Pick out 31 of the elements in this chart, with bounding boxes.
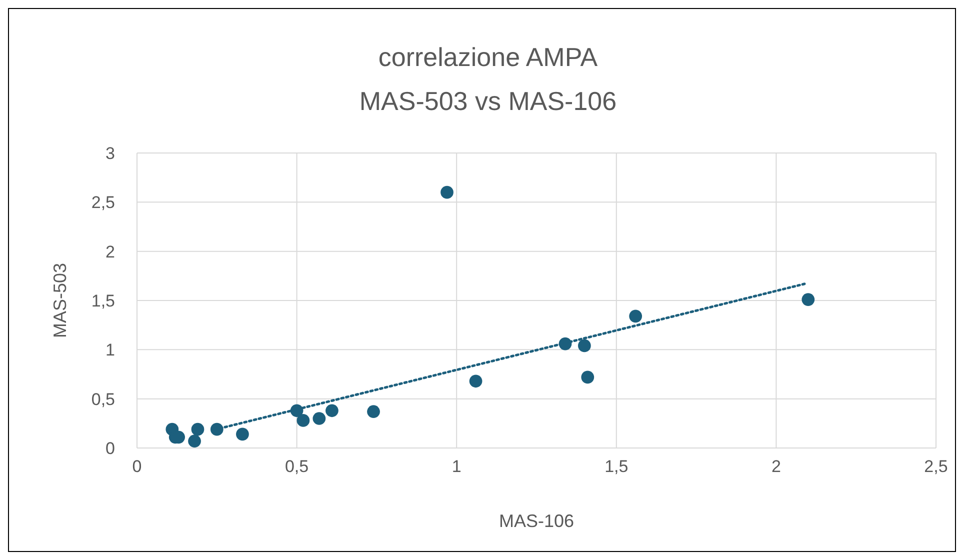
- point: [191, 422, 204, 436]
- point: [326, 404, 338, 418]
- y-tick-label: 1,5: [91, 291, 115, 310]
- point: [629, 310, 642, 323]
- point: [188, 434, 201, 448]
- point: [296, 414, 310, 427]
- x-tick-label: 1: [452, 457, 462, 476]
- point: [581, 370, 594, 384]
- y-tick-label: 2,5: [91, 193, 115, 212]
- x-tick-label: 0,5: [284, 457, 309, 476]
- point: [236, 428, 249, 441]
- x-tick-label: 0: [132, 457, 142, 476]
- x-tick-label: 1,5: [604, 457, 628, 476]
- y-tick-label: 3: [106, 144, 115, 163]
- y-tick-label: 2: [106, 242, 115, 262]
- point: [469, 374, 482, 388]
- x-tick-label: 2,5: [924, 457, 948, 476]
- y-tick-label: 0: [106, 438, 115, 458]
- point: [440, 186, 454, 199]
- x-axis-title: MAS-106: [498, 511, 574, 531]
- point: [312, 412, 326, 425]
- y-tick-label: 1: [106, 340, 115, 360]
- point: [367, 405, 380, 418]
- y-axis-title: MAS-503: [50, 262, 70, 338]
- chart-title: correlazione AMPA: [378, 42, 598, 72]
- point: [802, 293, 815, 306]
- y-tick-label: 0,5: [91, 390, 115, 409]
- point: [210, 422, 224, 436]
- point: [578, 339, 591, 352]
- chart-subtitle: MAS-503 vs MAS-106: [359, 86, 617, 116]
- x-tick-label: 2: [771, 457, 781, 476]
